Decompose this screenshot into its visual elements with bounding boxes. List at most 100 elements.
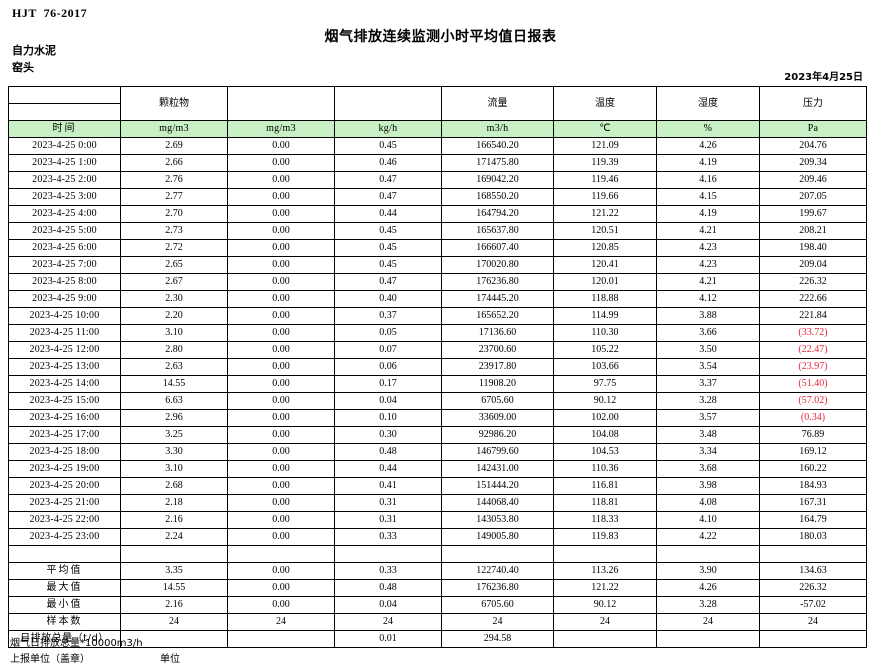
table-row: 2023-4-25 7:00 2.65 0.00 0.45 170020.80 120.4… <box>8 256 867 274</box>
cell-value-6: 3.54 <box>656 358 760 376</box>
summary-value-6: 3.28 <box>656 596 760 614</box>
table-group-header-1: 颗粒物 <box>120 86 228 121</box>
table-summary-row: 日排放总量（t/d） 0.01 294.58 <box>8 630 867 648</box>
cell-value-3: 0.44 <box>334 205 442 223</box>
cell-value-6: 3.28 <box>656 392 760 410</box>
table-corner-cell-top <box>8 86 121 104</box>
table-row: 2023-4-25 2:00 2.76 0.00 0.47 169042.20 119.4… <box>8 171 867 189</box>
cell-value-7: (0.34) <box>759 409 867 427</box>
cell-value-1: 2.24 <box>120 528 228 546</box>
cell-value-6: 3.50 <box>656 341 760 359</box>
summary-value-4: 6705.60 <box>441 596 554 614</box>
cell-value-7: (51.40) <box>759 375 867 393</box>
cell-value-6: 4.19 <box>656 205 760 223</box>
summary-value-2: 0.00 <box>227 596 335 614</box>
site-name: 窑头 <box>12 61 34 74</box>
table-row: 2023-4-25 3:00 2.77 0.00 0.47 168550.20 119.6… <box>8 188 867 206</box>
cell-value-4: 6705.60 <box>441 392 554 410</box>
cell-time: 2023-4-25 15:00 <box>8 392 121 410</box>
table-unit-header-3: kg/h <box>334 120 442 138</box>
table-row: 2023-4-25 14:00 14.55 0.00 0.17 11908.20 97.7… <box>8 375 867 393</box>
cell-value-3: 0.47 <box>334 188 442 206</box>
cell-value-5: 103.66 <box>553 358 657 376</box>
summary-label: 平均值 <box>8 562 121 580</box>
cell-value-5: 102.00 <box>553 409 657 427</box>
table-summary-row: 最小值 2.16 0.00 0.04 6705.60 90.12 3.28 -57.02 <box>8 596 867 614</box>
table-group-header-7: 压力 <box>759 86 867 121</box>
table-row: 2023-4-25 6:00 2.72 0.00 0.45 166607.40 120.8… <box>8 239 867 257</box>
cell-value-3: 0.45 <box>334 239 442 257</box>
page-title: 烟气排放连续监测小时平均值日报表 <box>324 29 557 45</box>
table-row: 2023-4-25 4:00 2.70 0.00 0.44 164794.20 121.2… <box>8 205 867 223</box>
cell-value-2: 0.00 <box>227 358 335 376</box>
cell-value-1: 2.30 <box>120 290 228 308</box>
cell-value-1: 2.18 <box>120 494 228 512</box>
table-row: 2023-4-25 19:00 3.10 0.00 0.44 142431.00 110.… <box>8 460 867 478</box>
summary-value-5: 121.22 <box>553 579 657 597</box>
cell-value-4: 142431.00 <box>441 460 554 478</box>
table-row: 2023-4-25 21:00 2.18 0.00 0.31 144068.40 118.… <box>8 494 867 512</box>
cell-value-1: 2.67 <box>120 273 228 291</box>
table-group-header-4: 流量 <box>441 86 554 121</box>
cell-value-4: 170020.80 <box>441 256 554 274</box>
cell-value-7: (23.97) <box>759 358 867 376</box>
cell-value-4: 23700.60 <box>441 341 554 359</box>
spacer-cell <box>553 545 657 563</box>
cell-value-3: 0.45 <box>334 222 442 240</box>
cell-value-3: 0.31 <box>334 494 442 512</box>
table-row: 2023-4-25 22:00 2.16 0.00 0.31 143053.80 118.… <box>8 511 867 529</box>
cell-value-1: 3.25 <box>120 426 228 444</box>
cell-time: 2023-4-25 22:00 <box>8 511 121 529</box>
table-row: 2023-4-25 0:00 2.69 0.00 0.45 166540.20 121.0… <box>8 137 867 155</box>
cell-value-7: 208.21 <box>759 222 867 240</box>
cell-time: 2023-4-25 16:00 <box>8 409 121 427</box>
cell-value-1: 2.68 <box>120 477 228 495</box>
cell-value-7: 209.46 <box>759 171 867 189</box>
cell-value-2: 0.00 <box>227 426 335 444</box>
table-row: 2023-4-25 13:00 2.63 0.00 0.06 23917.80 103.6… <box>8 358 867 376</box>
cell-time: 2023-4-25 2:00 <box>8 171 121 189</box>
cell-value-3: 0.17 <box>334 375 442 393</box>
table-row: 2023-4-25 8:00 2.67 0.00 0.47 176236.80 120.0… <box>8 273 867 291</box>
cell-value-7: 204.76 <box>759 137 867 155</box>
cell-value-5: 114.99 <box>553 307 657 325</box>
cell-value-4: 171475.80 <box>441 154 554 172</box>
cell-value-1: 2.65 <box>120 256 228 274</box>
summary-value-2: 0.00 <box>227 562 335 580</box>
cell-value-7: 222.66 <box>759 290 867 308</box>
cell-value-7: 160.22 <box>759 460 867 478</box>
cell-value-2: 0.00 <box>227 137 335 155</box>
summary-value-2: 0.00 <box>227 579 335 597</box>
summary-value-6: 3.90 <box>656 562 760 580</box>
cell-value-3: 0.46 <box>334 154 442 172</box>
cell-value-4: 166540.20 <box>441 137 554 155</box>
cell-value-3: 0.48 <box>334 443 442 461</box>
spacer-cell <box>441 545 554 563</box>
table-row: 2023-4-25 20:00 2.68 0.00 0.41 151444.20 116.… <box>8 477 867 495</box>
cell-value-1: 14.55 <box>120 375 228 393</box>
cell-time: 2023-4-25 12:00 <box>8 341 121 359</box>
table-unit-header-2: mg/m3 <box>227 120 335 138</box>
table-row: 2023-4-25 17:00 3.25 0.00 0.30 92986.20 104.0… <box>8 426 867 444</box>
cell-value-4: 144068.40 <box>441 494 554 512</box>
spacer-cell <box>656 545 760 563</box>
summary-value-7: 134.63 <box>759 562 867 580</box>
cell-value-2: 0.00 <box>227 443 335 461</box>
cell-value-3: 0.40 <box>334 290 442 308</box>
cell-value-6: 3.48 <box>656 426 760 444</box>
cell-value-2: 0.00 <box>227 511 335 529</box>
standard-code: HJT 76-2017 <box>12 6 88 20</box>
cell-value-5: 120.41 <box>553 256 657 274</box>
cell-value-6: 4.26 <box>656 137 760 155</box>
cell-value-5: 119.66 <box>553 188 657 206</box>
cell-value-2: 0.00 <box>227 528 335 546</box>
table-summary-row: 最大值 14.55 0.00 0.48 176236.80 121.22 4.26 226.3… <box>8 579 867 597</box>
cell-value-7: 198.40 <box>759 239 867 257</box>
summary-label: 样本数 <box>8 613 121 631</box>
cell-value-1: 2.16 <box>120 511 228 529</box>
cell-value-5: 120.51 <box>553 222 657 240</box>
summary-value-7: -57.02 <box>759 596 867 614</box>
table-corner-cell-bottom <box>8 103 121 121</box>
cell-value-5: 105.22 <box>553 341 657 359</box>
reporting-unit-label: 上报单位（盖章） <box>10 654 90 665</box>
